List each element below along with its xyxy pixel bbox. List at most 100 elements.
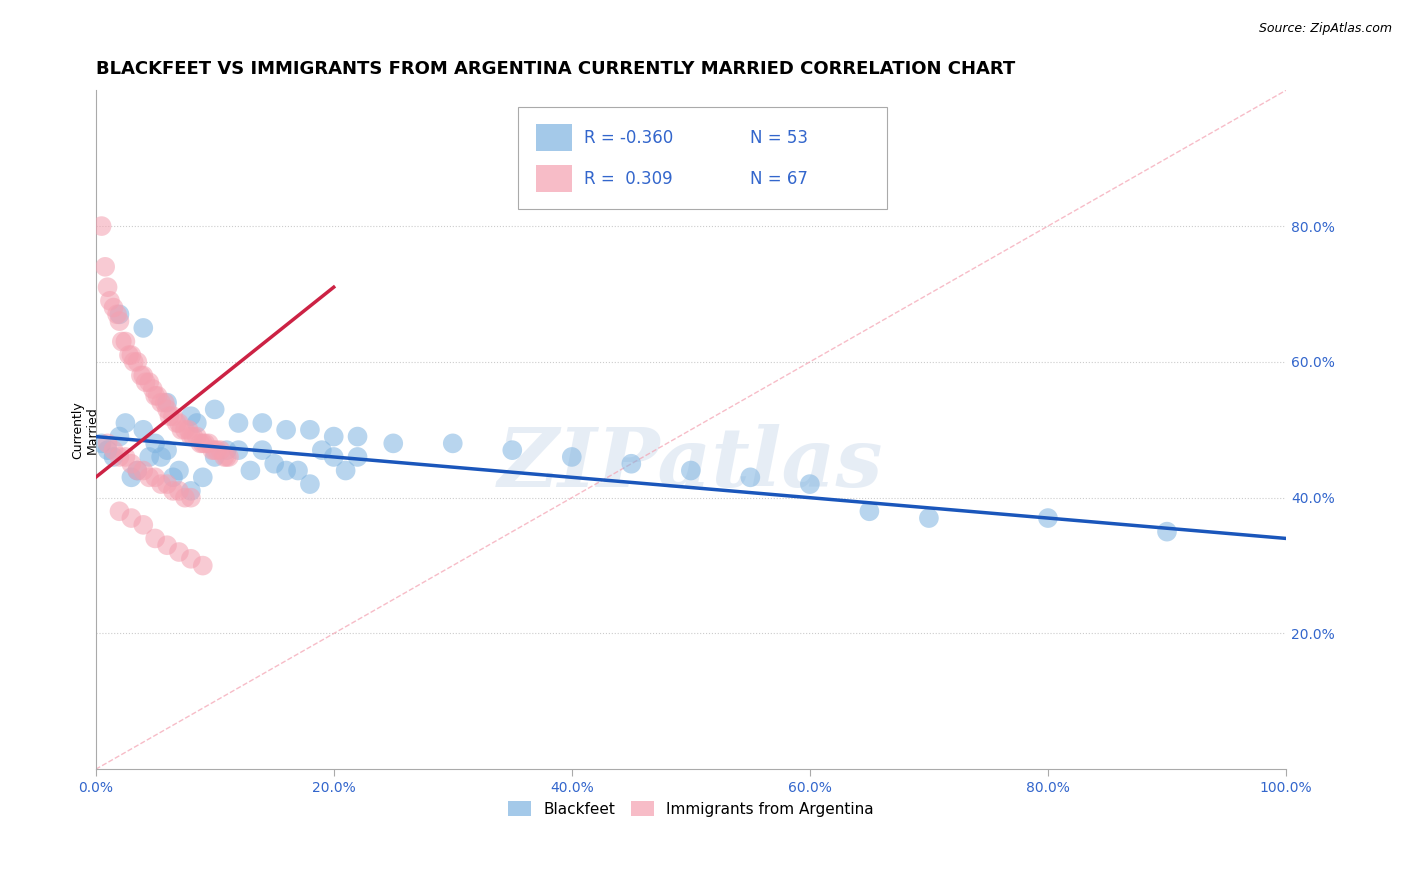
Point [97,280,120,294]
Point [108,307,131,321]
Point [143,470,166,484]
Point [94,260,117,274]
Point [205,443,228,458]
Text: BLACKFEET VS IMMIGRANTS FROM ARGENTINA CURRENTLY MARRIED CORRELATION CHART: BLACKFEET VS IMMIGRANTS FROM ARGENTINA C… [96,60,1015,78]
Point [127,463,149,477]
Text: R =  0.309: R = 0.309 [583,169,672,187]
Point [167,416,190,430]
Point [858,504,880,518]
Point [209,443,232,458]
Point [180,551,202,566]
Point [103,450,125,464]
Point [159,409,181,424]
Point [138,376,160,390]
Point [167,483,190,498]
Point [191,558,214,573]
Point [346,429,368,443]
Point [142,382,165,396]
Point [132,423,155,437]
Point [382,436,405,450]
Text: ZIPatlas: ZIPatlas [498,424,883,504]
Text: N = 53: N = 53 [751,128,808,147]
Point [561,450,583,464]
Point [322,429,344,443]
Point [212,450,235,464]
Point [129,368,152,383]
Point [180,491,202,505]
Point [191,436,214,450]
Point [287,463,309,477]
Point [799,477,821,491]
Point [174,423,197,437]
Point [162,409,184,424]
Point [740,470,762,484]
Point [108,504,131,518]
Point [167,463,190,477]
Point [108,429,131,443]
Point [143,436,166,450]
Text: Source: ZipAtlas.com: Source: ZipAtlas.com [1258,22,1392,36]
Point [679,463,702,477]
Point [166,416,188,430]
Point [135,376,157,390]
Point [105,307,128,321]
Point [156,395,179,409]
Point [322,450,344,464]
Point [1156,524,1178,539]
Legend: Blackfeet, Immigrants from Argentina: Blackfeet, Immigrants from Argentina [502,795,880,822]
Point [90,436,112,450]
Point [146,389,169,403]
Point [204,402,226,417]
Point [167,545,190,559]
Text: R = -0.360: R = -0.360 [583,128,673,147]
Point [311,443,333,458]
Point [180,409,202,424]
Point [335,463,357,477]
Point [228,443,250,458]
Point [162,483,184,498]
Point [111,334,134,349]
Point [114,450,136,464]
Point [156,538,179,552]
Point [918,511,941,525]
Point [501,443,523,458]
FancyBboxPatch shape [536,165,572,192]
Point [153,395,176,409]
Point [181,429,204,443]
Point [138,470,160,484]
Point [132,368,155,383]
Point [156,477,179,491]
Point [118,348,141,362]
Point [97,443,120,458]
Point [114,416,136,430]
Point [120,470,142,484]
Point [194,436,217,450]
Point [239,463,262,477]
Point [186,416,208,430]
Point [120,511,142,525]
Point [156,402,179,417]
Point [127,463,149,477]
Point [150,450,173,464]
Point [190,436,212,450]
Point [162,470,184,484]
Point [204,443,226,458]
Point [156,443,179,458]
Point [1036,511,1059,525]
Point [298,423,321,437]
Point [215,443,238,458]
Point [90,219,112,233]
Point [132,517,155,532]
Point [620,457,643,471]
Point [150,477,173,491]
Point [298,477,321,491]
Text: N = 67: N = 67 [751,169,808,187]
Point [103,301,125,315]
Point [204,450,226,464]
Point [228,416,250,430]
Point [108,314,131,328]
Point [201,443,224,458]
Point [263,457,285,471]
Point [122,355,145,369]
FancyBboxPatch shape [519,107,887,209]
